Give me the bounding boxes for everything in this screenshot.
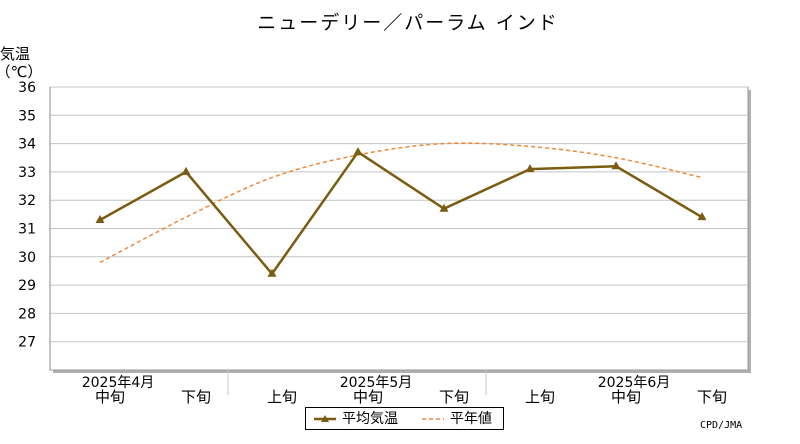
y-tick-label-33: 33	[18, 165, 36, 181]
x-tick-label: 中旬	[353, 388, 383, 406]
series-line-normal	[99, 142, 703, 264]
data-point-average	[95, 215, 105, 224]
data-point-average	[525, 164, 535, 173]
y-tick-label-35: 35	[18, 108, 36, 124]
legend-label-normal: 平年値	[450, 411, 492, 427]
y-tick-label-34: 34	[18, 137, 36, 153]
y-tick-label-31: 31	[18, 222, 36, 238]
data-point-average	[353, 147, 363, 156]
series-line-average	[99, 150, 703, 276]
x-tick-label: 中旬	[611, 388, 641, 406]
x-tick-label: 上旬	[525, 388, 555, 406]
x-tick-label: 下旬	[697, 388, 727, 406]
legend: 平均気温 平年値	[305, 407, 504, 430]
legend-swatch-normal	[422, 418, 444, 420]
x-month-label: 2025年6月	[598, 375, 671, 391]
y-tick-label-32: 32	[18, 193, 36, 209]
x-month-label: 2025年5月	[340, 375, 413, 391]
x-axis-ticks: 中旬 下旬 上旬 中旬 下旬 上旬 中旬 下旬 2025年4月 2025年5月 2025年6月	[82, 370, 727, 406]
data-point-average	[181, 166, 191, 175]
y-axis-ticks: 27 28 29 30 31 32 33 34 35 36	[18, 80, 36, 351]
data-point-average	[611, 161, 621, 170]
legend-label-average: 平均気温	[342, 411, 398, 427]
y-axis-label-line1: 気温	[0, 45, 30, 63]
x-tick-label: 下旬	[181, 388, 211, 406]
series	[95, 142, 707, 277]
y-tick-label-36: 36	[18, 80, 36, 96]
y-axis-label-line2: （℃）	[0, 63, 42, 81]
y-tick-label-29: 29	[18, 278, 36, 294]
x-month-label: 2025年4月	[82, 375, 155, 391]
y-tick-label-27: 27	[18, 335, 36, 351]
x-tick-label: 下旬	[439, 388, 469, 406]
data-point-average	[267, 268, 277, 277]
data-point-average	[439, 203, 449, 212]
x-tick-label: 上旬	[267, 388, 297, 406]
y-tick-label-30: 30	[18, 250, 36, 266]
x-tick-label: 中旬	[95, 388, 125, 406]
y-tick-label-28: 28	[18, 306, 36, 322]
legend-swatch-average	[314, 415, 336, 422]
chart-title: ニューデリー／パーラム インド	[257, 12, 558, 34]
grid	[49, 86, 751, 373]
credit: CPD/JMA	[700, 420, 743, 431]
data-point-average	[697, 212, 707, 221]
